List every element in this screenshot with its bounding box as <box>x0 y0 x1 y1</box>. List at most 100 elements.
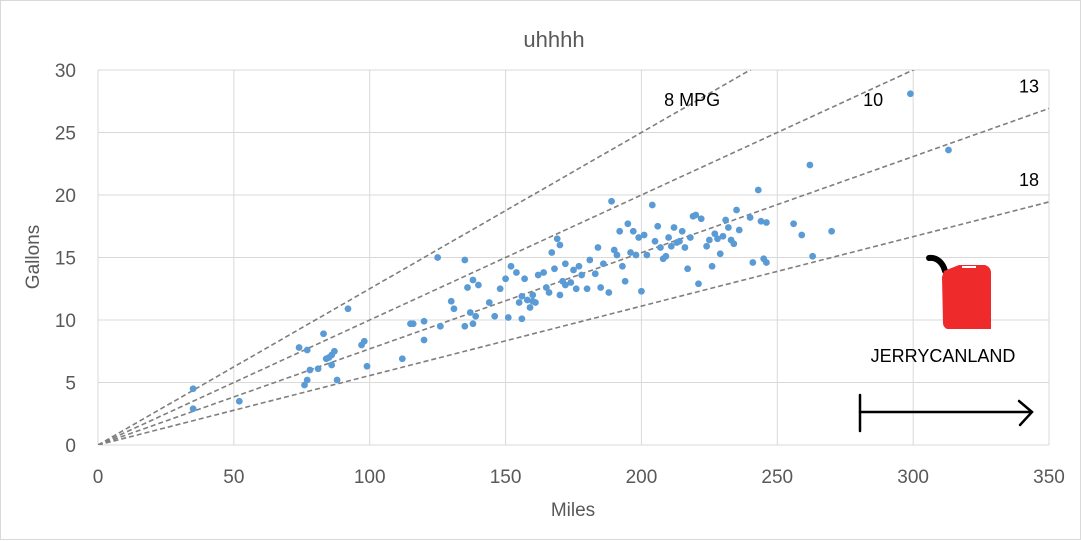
data-point <box>599 260 607 268</box>
data-point <box>624 220 632 228</box>
data-point <box>684 265 692 273</box>
data-point <box>676 237 683 245</box>
data-point <box>330 347 338 355</box>
data-point <box>705 236 713 244</box>
data-point <box>542 284 550 291</box>
x-tick-label: 350 <box>1033 467 1065 488</box>
mpg-label-8: 8 MPG <box>664 90 720 110</box>
data-point <box>545 289 553 296</box>
data-point <box>754 186 762 194</box>
data-point <box>716 250 724 258</box>
data-point <box>450 305 458 313</box>
y-tick-label: 10 <box>55 311 76 332</box>
data-point <box>594 244 602 251</box>
data-point <box>714 235 721 243</box>
data-point <box>306 366 314 374</box>
data-point <box>189 405 197 413</box>
x-axis-title: Miles <box>551 500 595 521</box>
data-point <box>553 235 561 243</box>
data-point <box>344 305 352 313</box>
data-point <box>570 266 577 274</box>
data-point <box>461 322 469 330</box>
data-point <box>627 249 634 256</box>
data-point <box>518 292 526 300</box>
mpg-reference-lines <box>98 70 1049 445</box>
data-point <box>638 287 645 295</box>
data-point <box>461 256 469 264</box>
y-tick-label: 0 <box>65 436 76 457</box>
data-point <box>945 146 952 154</box>
data-point <box>409 320 417 328</box>
data-point <box>235 397 243 405</box>
x-tick-label: 300 <box>897 467 929 488</box>
data-point <box>686 234 694 241</box>
y-axis-title: Gallons <box>23 225 44 289</box>
data-point <box>591 270 599 278</box>
data-point <box>583 285 591 293</box>
data-point <box>485 299 493 306</box>
data-point <box>523 296 531 304</box>
data-point <box>469 320 477 328</box>
jerrycan-icon <box>926 254 991 329</box>
data-point <box>464 284 471 291</box>
data-point <box>746 214 754 221</box>
data-point <box>360 337 368 345</box>
data-point <box>735 226 743 234</box>
y-tick-label: 15 <box>55 249 76 270</box>
x-tick-label: 50 <box>223 467 244 488</box>
x-tick-label: 100 <box>354 467 386 488</box>
y-tick-label: 30 <box>55 61 76 82</box>
data-point <box>333 376 341 384</box>
data-point <box>692 211 700 219</box>
data-point <box>303 376 311 384</box>
data-point <box>556 291 564 299</box>
data-point <box>469 276 477 284</box>
data-point <box>561 281 569 289</box>
mpg-line-8 <box>98 70 752 445</box>
data-point <box>635 234 643 241</box>
data-point <box>534 271 542 279</box>
data-point <box>657 244 664 251</box>
data-point <box>667 242 675 250</box>
data-point <box>654 222 662 230</box>
data-point <box>398 355 406 363</box>
data-point <box>648 201 656 209</box>
y-tick-label: 20 <box>55 186 76 207</box>
x-tick-label: 250 <box>761 467 793 488</box>
data-point <box>436 322 444 330</box>
data-point <box>605 289 613 296</box>
mpg-line-13 <box>98 107 1049 445</box>
data-point <box>733 206 740 214</box>
gridlines <box>97 69 1050 446</box>
data-point <box>521 275 528 283</box>
data-point <box>507 262 515 270</box>
data-point <box>806 161 814 169</box>
data-point <box>662 252 670 260</box>
data-point <box>597 284 605 291</box>
data-point <box>420 336 428 344</box>
data-point <box>556 241 564 249</box>
mpg-line-10 <box>98 70 916 445</box>
data-point <box>757 217 765 225</box>
x-tick-label: 200 <box>626 467 658 488</box>
data-point <box>567 279 575 286</box>
y-tick-label: 5 <box>65 374 76 395</box>
data-point <box>515 299 523 306</box>
data-point <box>790 220 797 228</box>
data-point <box>540 269 548 276</box>
data-point <box>504 314 512 321</box>
data-point <box>697 215 705 223</box>
data-point <box>320 330 327 338</box>
data-point <box>518 315 526 323</box>
data-point <box>466 309 474 316</box>
data-point <box>670 224 678 231</box>
x-tick-label: 150 <box>490 467 522 488</box>
data-point <box>695 280 702 288</box>
chart-title: uhhhh <box>523 27 584 52</box>
mpg-label-18: 18 <box>1019 170 1039 190</box>
mpg-label-10: 10 <box>863 90 883 110</box>
data-point <box>572 285 580 293</box>
data-point <box>678 227 686 235</box>
